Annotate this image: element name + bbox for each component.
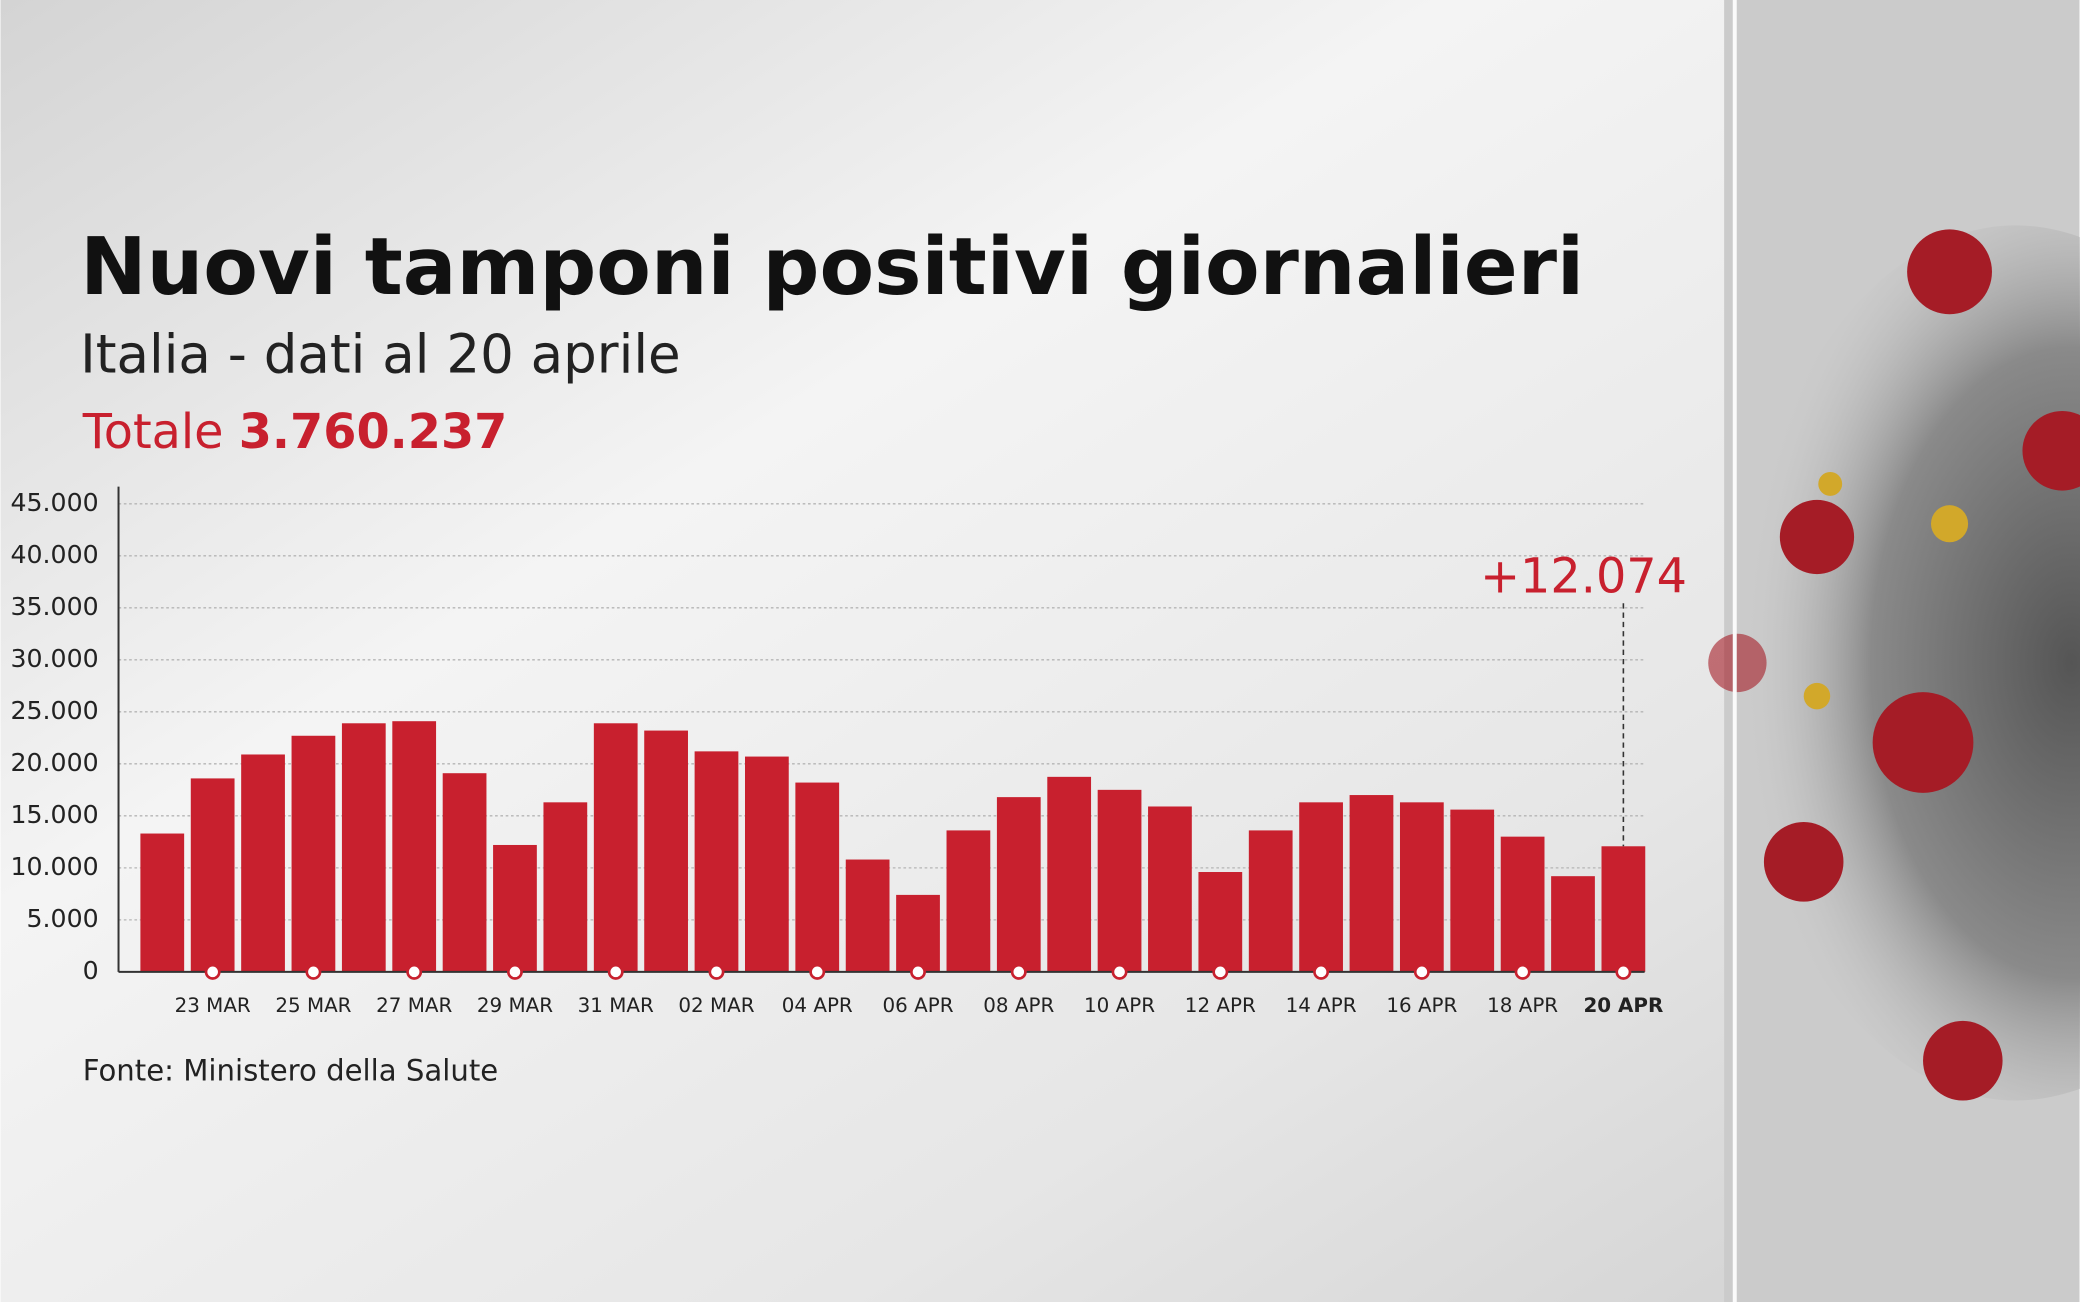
bar [946,830,991,972]
bar [392,721,437,972]
total: Totale 3.760.237 [82,405,508,460]
bar [543,802,588,972]
bar [996,797,1041,972]
y-tick-label: 15.000 [10,800,98,829]
y-tick-label: 20.000 [10,748,98,777]
x-tick-label: 20 APR [1583,994,1663,1017]
bar [1047,776,1092,972]
x-tick-dot [708,963,725,980]
x-tick-dot [1212,963,1229,980]
x-tick-dot [1514,963,1531,980]
y-tick-label: 35.000 [10,592,98,621]
bar [291,735,336,972]
bar [1097,789,1142,972]
x-tick-dot [1615,963,1632,980]
x-tick-dot [910,963,926,980]
bar [744,756,789,972]
x-tick-label: 12 APR [1185,994,1256,1017]
bar [442,773,487,972]
plot: 0 5.000 10.000 15.000 20.000 25.000 30.000 35.0… [10,486,1687,1017]
y-tick-label: 40.000 [10,540,98,569]
x-tick-dot [406,963,423,980]
x-tick-dot [305,963,322,980]
bar [1551,876,1595,972]
x-tick-dot [1313,963,1330,980]
bar [1450,809,1495,972]
bar [493,844,537,972]
bar [896,894,940,972]
bar [190,778,235,972]
y-tick-label: 30.000 [10,644,98,673]
bar [1349,795,1394,972]
y-tick-label: 10.000 [10,852,98,881]
x-tick-label: 10 APR [1084,994,1155,1017]
bar [593,723,638,972]
virus-dots [1803,472,1969,710]
source: Fonte: Ministero della Salute [83,1054,498,1088]
x-tick-label: 27 MAR [376,994,452,1017]
bar [1148,806,1192,972]
bar [1198,872,1243,972]
x-tick-dot [204,963,221,980]
x-tick-label: 29 MAR [477,994,553,1017]
x-tick-label: 04 APR [782,994,853,1017]
x-tick-dot [507,963,523,980]
x-tick-label: 02 MAR [678,994,754,1017]
x-tick-label: 18 APR [1487,994,1558,1017]
bar [1399,802,1444,972]
bar [1248,830,1293,972]
bar [1500,836,1545,972]
chart-title: Nuovi tamponi positivi giornalieri [80,220,1584,313]
chart-subtitle: Italia - dati al 20 aprile [80,324,681,386]
virus-spikes [1708,229,2080,1101]
total-label: Totale [82,405,224,460]
bar [795,782,840,972]
x-tick-label: 16 APR [1386,994,1457,1017]
x-tick-dot [1413,963,1430,980]
bar [341,723,386,972]
y-tick-label: 45.000 [10,488,98,517]
bar [845,859,890,972]
bar [241,754,285,972]
bar [1299,802,1343,972]
x-tick-label: 14 APR [1286,994,1357,1017]
x-tick-dot [1111,963,1128,980]
bar [1601,846,1646,972]
x-tick-dot [607,963,624,980]
bar [694,751,739,972]
total-value: 3.760.237 [239,405,508,460]
x-tick-dot [809,963,826,980]
x-tick-label: 06 APR [883,994,954,1017]
x-tick-label: 08 APR [983,994,1054,1017]
y-tick-label: 25.000 [10,696,98,725]
bar [644,730,688,972]
x-tick-label: 25 MAR [275,994,351,1017]
y-tick-label: 0 [83,956,99,985]
value-label: +12.074 [1480,549,1687,604]
x-tick-label: 31 MAR [578,994,654,1017]
x-tick-dot [1010,963,1027,980]
bar [140,833,185,972]
y-tick-label: 5.000 [27,904,99,933]
x-tick-label: 23 MAR [175,994,251,1017]
